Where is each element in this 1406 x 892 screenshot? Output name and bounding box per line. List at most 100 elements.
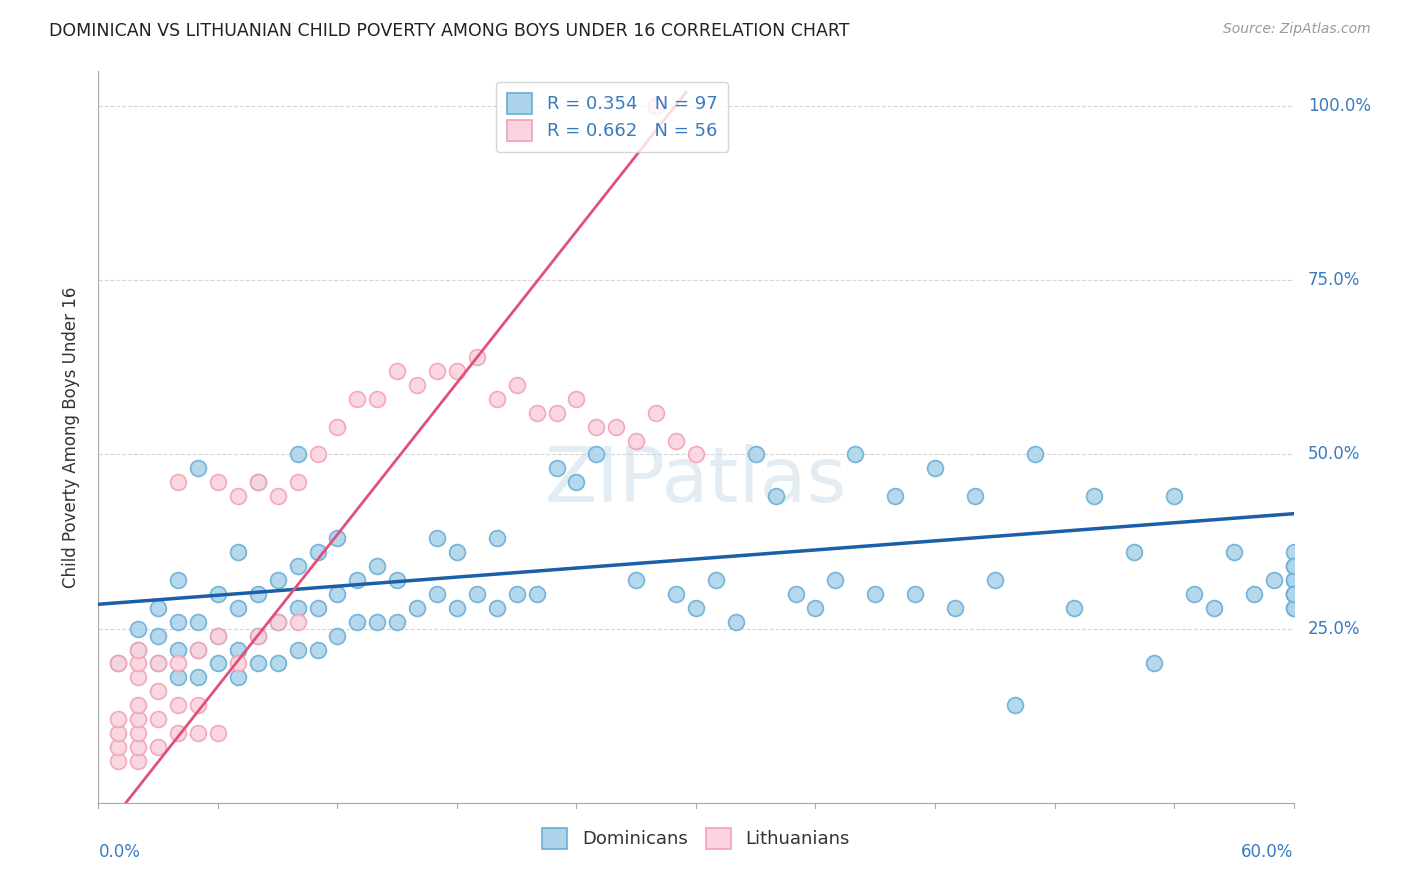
- Point: [287, 448, 309, 462]
- Point: [148, 600, 170, 615]
- Point: [167, 573, 190, 587]
- Point: [107, 740, 129, 755]
- Point: [1202, 600, 1225, 615]
- Point: [187, 670, 209, 684]
- Text: 75.0%: 75.0%: [1308, 271, 1360, 289]
- Point: [1282, 573, 1305, 587]
- Point: [465, 350, 488, 364]
- Point: [385, 615, 409, 629]
- Point: [943, 600, 966, 615]
- Point: [565, 392, 588, 406]
- Point: [246, 587, 269, 601]
- Point: [226, 670, 249, 684]
- Point: [167, 642, 190, 657]
- Point: [246, 657, 269, 671]
- Point: [307, 448, 329, 462]
- Point: [865, 587, 887, 601]
- Text: 25.0%: 25.0%: [1308, 620, 1361, 638]
- Point: [287, 642, 309, 657]
- Point: [546, 461, 568, 475]
- Point: [226, 489, 249, 503]
- Point: [685, 448, 707, 462]
- Text: 50.0%: 50.0%: [1308, 445, 1360, 464]
- Point: [287, 615, 309, 629]
- Point: [187, 698, 209, 713]
- Point: [665, 434, 688, 448]
- Point: [207, 475, 229, 490]
- Point: [385, 364, 409, 378]
- Point: [187, 642, 209, 657]
- Point: [226, 600, 249, 615]
- Point: [724, 615, 747, 629]
- Point: [1243, 587, 1265, 601]
- Point: [148, 684, 170, 698]
- Point: [287, 475, 309, 490]
- Point: [267, 657, 290, 671]
- Point: [127, 754, 149, 768]
- Point: [426, 364, 449, 378]
- Point: [1123, 545, 1146, 559]
- Point: [1263, 573, 1285, 587]
- Point: [1282, 558, 1305, 573]
- Point: [1282, 545, 1305, 559]
- Point: [645, 406, 668, 420]
- Point: [207, 726, 229, 740]
- Point: [485, 600, 508, 615]
- Point: [326, 629, 349, 643]
- Point: [246, 629, 269, 643]
- Point: [745, 448, 768, 462]
- Point: [107, 657, 129, 671]
- Point: [765, 489, 787, 503]
- Point: [446, 600, 468, 615]
- Point: [1182, 587, 1205, 601]
- Text: ZIPatlas: ZIPatlas: [544, 444, 848, 518]
- Point: [1282, 600, 1305, 615]
- Text: 60.0%: 60.0%: [1241, 843, 1294, 861]
- Point: [506, 587, 529, 601]
- Point: [127, 698, 149, 713]
- Point: [1282, 558, 1305, 573]
- Point: [127, 642, 149, 657]
- Point: [326, 419, 349, 434]
- Point: [1143, 657, 1166, 671]
- Point: [804, 600, 827, 615]
- Text: 100.0%: 100.0%: [1308, 97, 1371, 115]
- Point: [127, 712, 149, 726]
- Point: [904, 587, 927, 601]
- Point: [148, 740, 170, 755]
- Point: [207, 629, 229, 643]
- Point: [626, 434, 648, 448]
- Point: [1282, 587, 1305, 601]
- Point: [127, 726, 149, 740]
- Point: [645, 99, 668, 113]
- Point: [346, 392, 368, 406]
- Point: [785, 587, 807, 601]
- Point: [267, 489, 290, 503]
- Point: [605, 419, 627, 434]
- Point: [565, 475, 588, 490]
- Point: [984, 573, 1007, 587]
- Point: [127, 642, 149, 657]
- Point: [127, 670, 149, 684]
- Point: [167, 475, 190, 490]
- Text: DOMINICAN VS LITHUANIAN CHILD POVERTY AMONG BOYS UNDER 16 CORRELATION CHART: DOMINICAN VS LITHUANIAN CHILD POVERTY AM…: [49, 22, 849, 40]
- Point: [1282, 600, 1305, 615]
- Point: [246, 475, 269, 490]
- Point: [366, 615, 388, 629]
- Point: [1282, 573, 1305, 587]
- Point: [307, 545, 329, 559]
- Point: [167, 670, 190, 684]
- Point: [704, 573, 727, 587]
- Point: [207, 657, 229, 671]
- Point: [107, 657, 129, 671]
- Point: [506, 377, 529, 392]
- Point: [884, 489, 907, 503]
- Point: [267, 615, 290, 629]
- Point: [1282, 587, 1305, 601]
- Point: [465, 587, 488, 601]
- Point: [167, 698, 190, 713]
- Point: [446, 545, 468, 559]
- Point: [346, 615, 368, 629]
- Point: [346, 573, 368, 587]
- Point: [167, 726, 190, 740]
